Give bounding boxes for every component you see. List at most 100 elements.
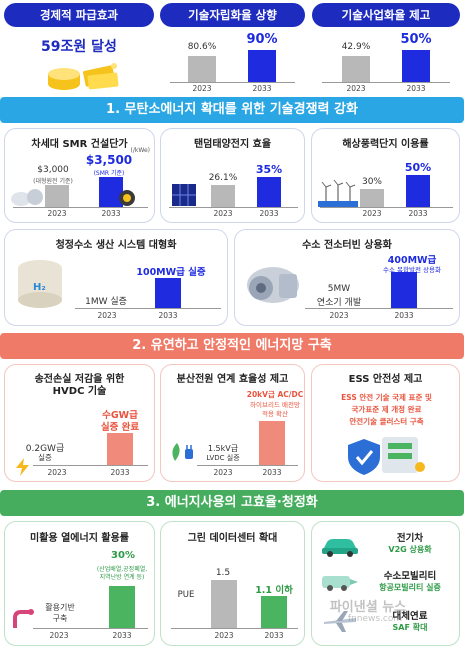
watermark-text: 파이낸셜 뉴스 (329, 600, 407, 615)
hvdc-title-2: HVDC 기술 (52, 386, 107, 397)
heat-title: 미활용 열에너지 활용률 (30, 533, 129, 544)
hvdc-2033-sub: 실증 완료 (100, 422, 140, 433)
smr-card: 차세대 SMR 건설단가 (/kWe) $3,000 (대형원전 기준) $3,… (4, 128, 155, 223)
ess-line-3: 안전기술 클러스터 구축 (349, 417, 424, 426)
heat-2033-sub2: 지역난방 연계 등) (99, 574, 145, 581)
h2-production-title: 청정수소 생산 시스템 대형화 (55, 240, 177, 251)
hvdc-2023-value: 0.2GW급 (25, 444, 65, 454)
section2-banner: 2. 유연하고 안정적인 에너지망 구축 (0, 333, 464, 359)
self-reliance-2033-value: 90% (246, 32, 278, 47)
h2-production-2033-value: 100MW급 실증 (136, 267, 206, 278)
commercial-2033-value: 50% (400, 32, 432, 47)
section3-banner: 3. 에너지사용의 고효율·청정화 (0, 490, 464, 516)
datacenter-title: 그린 데이터센터 확대 (187, 533, 278, 544)
tandem-2033-value: 35% (255, 163, 283, 176)
tandem-2033-bar (257, 177, 281, 207)
self-reliance-2033-bar (248, 50, 276, 82)
self-reliance-year-2033: 2033 (252, 84, 272, 93)
heat-pipe-icon (13, 609, 34, 628)
wind-2033-bar (406, 175, 430, 207)
mobility-ev-sub: V2G 상용화 (388, 545, 432, 554)
distributed-2033-sub2: 적용 확산 (262, 410, 288, 418)
solar-panel-icon (172, 184, 196, 206)
smr-2023-bar (45, 185, 69, 207)
heat-2033-value: 30% (111, 550, 135, 561)
datacenter-card: 그린 데이터센터 확대 PUE 1.5 1.1 이하 2023 2033 (160, 521, 305, 646)
heat-year-2033: 2033 (112, 631, 132, 640)
tandem-title: 탠덤태양전지 효율 (193, 139, 272, 150)
distributed-2033-sub: 하이브리드 배전망 (250, 401, 300, 409)
datacenter-2023-bar (211, 580, 237, 628)
ess-card: ESS 안전성 제고 ESS 안전 기술 국제 표준 및 국가표준 제 개정 완… (311, 364, 460, 482)
smr-title: 차세대 SMR 건설단가 (31, 139, 128, 150)
wind-2023-bar (360, 189, 384, 207)
tandem-year-2033: 2033 (259, 209, 279, 218)
commercial-chart: 42.9% 50% 2023 2033 (312, 30, 460, 95)
mobility-ev-title: 전기차 (396, 533, 424, 544)
h2-production-2033-bar (155, 278, 181, 308)
tab-economic-effect: 경제적 파급효과 (4, 3, 154, 27)
hvdc-title: 송전손실 저감을 위한 (34, 374, 125, 385)
heat-2033-bar (109, 586, 135, 628)
wind-year-2023: 2023 (362, 209, 382, 218)
h2-production-year-2033: 2033 (158, 311, 178, 320)
lightning-icon (16, 458, 29, 476)
heat-year-2023: 2023 (49, 631, 69, 640)
hydrogen-vehicle-icon (322, 576, 358, 591)
wind-card: 해상풍력단지 이용률 30% 50% 2023 2033 (311, 128, 460, 223)
wind-turbine-icon (318, 179, 358, 207)
svg-text:H₂: H₂ (33, 282, 46, 293)
hydrogen-tank-icon: H₂ (18, 260, 62, 308)
distributed-title: 분산전원 연계 효율성 제고 (176, 374, 289, 385)
h2-turbine-year-2033: 2033 (394, 311, 414, 320)
distributed-2033-bar (259, 421, 285, 465)
distributed-year-2033: 2033 (262, 468, 282, 477)
distributed-2023-value: 1.5kV급 (207, 444, 239, 453)
h2-turbine-title: 수소 전소터빈 상용화 (302, 240, 392, 251)
ess-line-2: 국가표준 제 개정 완료 (351, 405, 422, 414)
smr-2033-bar (99, 177, 123, 207)
hvdc-2033-value: 수GW급 (102, 410, 138, 421)
plug-leaf-icon (172, 443, 193, 461)
smr-2023-sub: (대형원전 기준) (33, 178, 73, 185)
section1-banner: 1. 무탄소에너지 확대를 위한 기술경쟁력 강화 (0, 97, 464, 123)
distributed-2033-value: 20kV급 AC/DC (246, 390, 304, 399)
datacenter-year-2033: 2033 (264, 631, 284, 640)
electric-car-icon (322, 539, 358, 557)
hvdc-year-2033: 2033 (110, 468, 130, 477)
heat-2023-sub: 구축 (52, 614, 68, 623)
commercial-year-2023: 2023 (346, 84, 366, 93)
h2-turbine-2033-bar (391, 272, 417, 308)
self-reliance-year-2023: 2023 (192, 84, 212, 93)
mobility-h2-title: 수소모빌리티 (383, 571, 437, 582)
h2-turbine-year-2023: 2023 (329, 311, 349, 320)
gold-coins-icon (48, 63, 119, 90)
tab-commercialization: 기술사업화율 제고 (312, 3, 460, 27)
self-reliance-chart: 80.6% 90% 2023 2033 (160, 30, 305, 95)
commercial-2033-bar (402, 50, 430, 82)
commercial-year-2033: 2033 (406, 84, 426, 93)
datacenter-2023-value: 1.5 (215, 568, 231, 578)
distributed-2023-sub: LVDC 실증 (206, 454, 240, 462)
watermark-url: fnnews.com (347, 614, 403, 624)
h2-turbine-2023-value: 5MW (327, 284, 351, 294)
mobility-card: 전기차 V2G 상용화 수소모빌리티 항공모빌리티 실증 대체연료 SAF 확대 (311, 521, 460, 646)
turbine-icon (247, 267, 299, 303)
airplane-icon (324, 611, 356, 632)
ess-line-1: ESS 안전 기술 국제 표준 및 (341, 393, 432, 402)
reactor-icon (11, 189, 43, 206)
h2-production-card: 청정수소 생산 시스템 대형화 H₂ 1MW 실증 100MW급 실증 2023… (4, 229, 228, 326)
economic-panel: 59조원 달성 (4, 30, 154, 95)
tab-self-reliance: 기술자립화율 상향 (160, 3, 305, 27)
hvdc-year-2023: 2023 (47, 468, 67, 477)
smr-badge-icon (119, 190, 135, 206)
mobility-h2-sub: 항공모빌리티 실증 (379, 583, 441, 592)
h2-turbine-2033-value: 400MW급 (387, 255, 437, 266)
h2-turbine-card: 수소 전소터빈 상용화 5MW 연소기 개발 400MW급 수소 복합발전 상용… (234, 229, 460, 326)
commercial-2023-bar (342, 56, 370, 82)
heat-2033-sub: (산업배열,공정폐열, (96, 566, 148, 573)
smr-year-2023: 2023 (47, 209, 67, 218)
mobility-fuel-title: 대체연료 (392, 611, 428, 622)
self-reliance-2023-value: 80.6% (187, 42, 217, 52)
hvdc-2023-sub: 실증 (38, 453, 52, 462)
